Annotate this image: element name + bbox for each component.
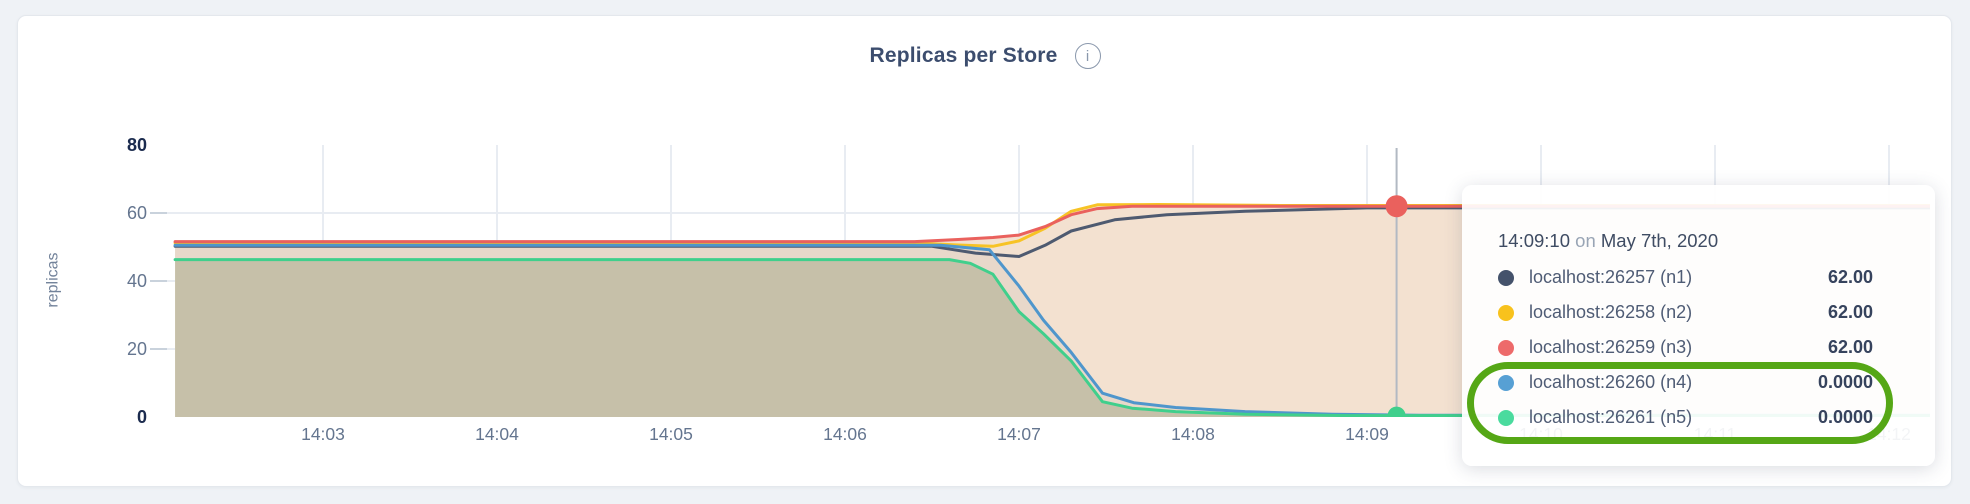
info-icon[interactable]: i bbox=[1074, 43, 1101, 69]
tooltip-row: localhost:26261 (n5) 0.0000 bbox=[1498, 400, 1873, 435]
series-value: 62.00 bbox=[1827, 302, 1873, 322]
svg-text:14:03: 14:03 bbox=[301, 424, 345, 444]
tooltip-date: May 7th, 2020 bbox=[1600, 230, 1719, 251]
tooltip-row: localhost:26258 (n2) 62.00 bbox=[1498, 295, 1873, 330]
svg-text:14:07: 14:07 bbox=[997, 424, 1041, 444]
svg-text:14:08: 14:08 bbox=[1171, 424, 1215, 444]
series-label: localhost:26257 (n1) bbox=[1529, 267, 1693, 287]
svg-text:20: 20 bbox=[127, 339, 147, 359]
svg-text:0: 0 bbox=[137, 407, 147, 427]
tooltip-row: localhost:26259 (n3) 62.00 bbox=[1498, 330, 1873, 365]
info-icon-glyph: i bbox=[1085, 47, 1090, 65]
series-value: 0.0000 bbox=[1817, 407, 1873, 427]
line-n5 bbox=[173, 258, 1930, 417]
series-label: localhost:26259 (n3) bbox=[1529, 337, 1693, 357]
svg-text:14:05: 14:05 bbox=[649, 424, 693, 444]
tooltip-time: 14:09:10 bbox=[1498, 230, 1571, 251]
series-color-dot bbox=[1498, 409, 1514, 426]
series-label: localhost:26261 (n5) bbox=[1529, 407, 1693, 427]
svg-text:14:09: 14:09 bbox=[1345, 424, 1389, 444]
series-value: 0.0000 bbox=[1817, 372, 1873, 392]
svg-text:14:04: 14:04 bbox=[475, 424, 519, 444]
chart-header: Replicas per Store i bbox=[0, 42, 1970, 70]
tooltip-row: localhost:26257 (n1) 62.00 bbox=[1498, 260, 1873, 295]
svg-text:40: 40 bbox=[127, 271, 147, 291]
tooltip-connector: on bbox=[1575, 230, 1596, 251]
svg-text:14:06: 14:06 bbox=[823, 424, 867, 444]
series-lines bbox=[173, 203, 1930, 417]
line-n3 bbox=[173, 204, 1930, 244]
line-n1 bbox=[173, 206, 1930, 258]
series-label: localhost:26260 (n4) bbox=[1529, 372, 1693, 392]
y-axis-ticks: 0 20 40 60 80 bbox=[127, 135, 147, 427]
series-value: 62.00 bbox=[1827, 337, 1873, 357]
tooltip-header: 14:09:10 on May 7th, 2020 bbox=[1498, 228, 1873, 254]
chart-title: Replicas per Store bbox=[869, 44, 1058, 67]
series-value: 62.00 bbox=[1827, 267, 1873, 287]
svg-text:60: 60 bbox=[127, 203, 147, 223]
tooltip-rows: localhost:26257 (n1) 62.00 localhost:262… bbox=[1498, 260, 1873, 435]
series-color-dot bbox=[1498, 339, 1514, 356]
series-color-dot bbox=[1498, 374, 1514, 391]
area-n5 bbox=[175, 259, 1930, 417]
crosshair-dot-n5 bbox=[1387, 406, 1406, 417]
hover-crosshair bbox=[1385, 148, 1408, 417]
svg-text:80: 80 bbox=[127, 135, 147, 155]
crosshair-dot-n3 bbox=[1385, 195, 1408, 218]
hover-tooltip: 14:09:10 on May 7th, 2020 localhost:2625… bbox=[1462, 185, 1935, 466]
series-label: localhost:26258 (n2) bbox=[1529, 302, 1693, 322]
series-color-dot bbox=[1498, 269, 1514, 286]
tooltip-row: localhost:26260 (n4) 0.0000 bbox=[1498, 365, 1873, 400]
series-color-dot bbox=[1498, 304, 1514, 321]
